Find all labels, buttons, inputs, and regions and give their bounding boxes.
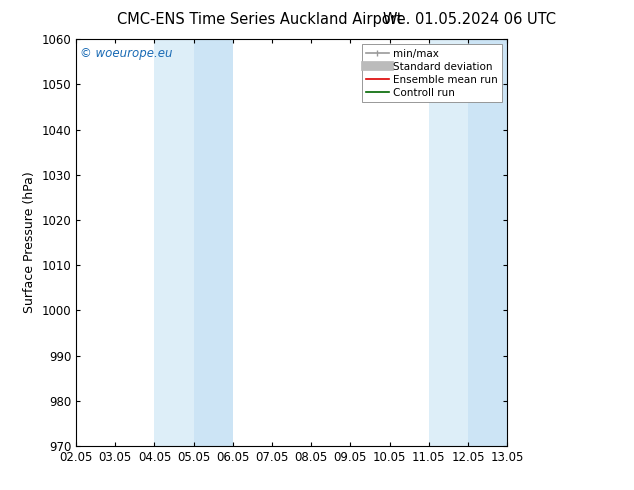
Bar: [155, 39, 193, 446]
Text: © woeurope.eu: © woeurope.eu: [81, 48, 173, 60]
Bar: [429, 39, 468, 446]
Y-axis label: Surface Pressure (hPa): Surface Pressure (hPa): [23, 172, 36, 314]
Bar: [193, 39, 233, 446]
Text: CMC-ENS Time Series Auckland Airport: CMC-ENS Time Series Auckland Airport: [117, 12, 403, 27]
Bar: [468, 39, 507, 446]
Legend: min/max, Standard deviation, Ensemble mean run, Controll run: min/max, Standard deviation, Ensemble me…: [362, 45, 502, 102]
Text: We. 01.05.2024 06 UTC: We. 01.05.2024 06 UTC: [383, 12, 555, 27]
